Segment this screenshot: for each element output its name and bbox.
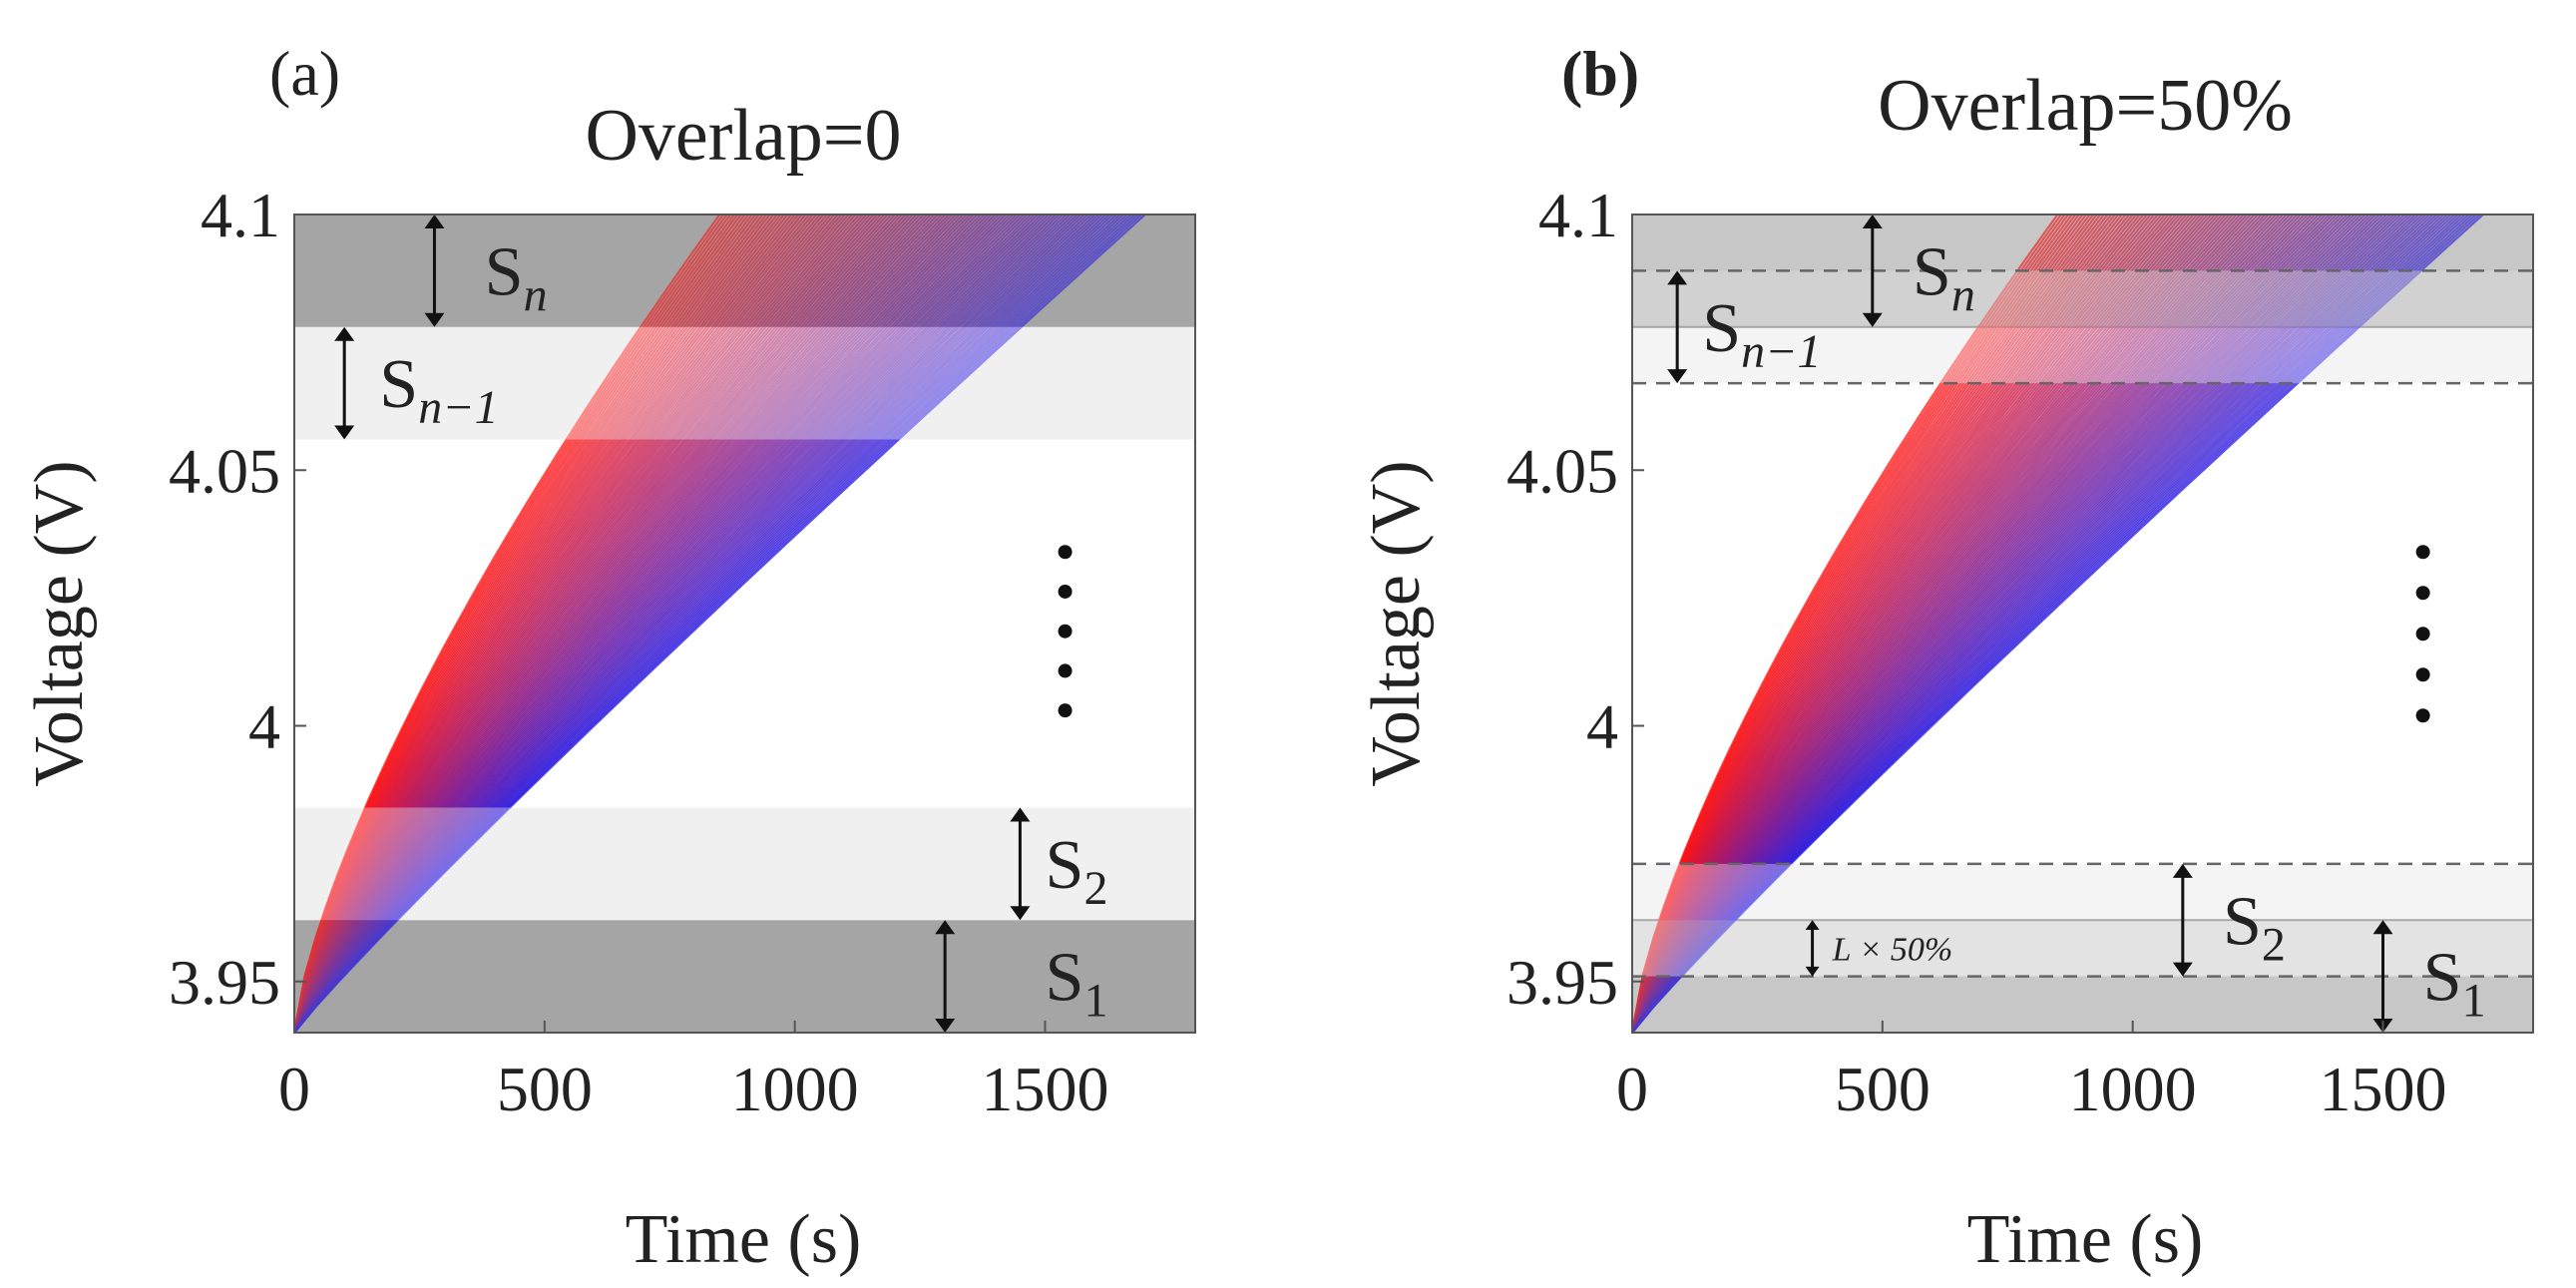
band-label-s2-b: S2: [2223, 883, 2286, 971]
band-arrow-sn-b: [1862, 215, 1883, 327]
x-tick-label-a: 1500: [982, 1054, 1109, 1124]
ellipsis-dot-a: [1058, 584, 1073, 599]
band-label-sn-1-a: Sn−1: [379, 346, 498, 434]
ellipsis-dot-b: [2415, 586, 2430, 601]
band-label-s2-a: S2: [1046, 827, 1108, 915]
band-label-sub-s1-a: 1: [1083, 975, 1107, 1028]
band-label-s1-a: S1: [1046, 940, 1108, 1028]
y-axis-label-b: Voltage (V): [1358, 460, 1435, 786]
band-label-s1-b: S1: [2423, 940, 2486, 1028]
band-overlay-sn-1-b: [1632, 270, 2533, 384]
band-label-sub-s1-b: 1: [2462, 975, 2486, 1028]
curves-b: [1632, 215, 2533, 1033]
band-overlay-sn-1-a: [294, 326, 1195, 440]
panel-b: (b) Overlap=50% Voltage (V) Time (s) S1S…: [1358, 38, 2534, 1278]
ellipsis-dot-a: [1058, 703, 1073, 718]
band-arrow-sn-1-b: [1667, 270, 1688, 384]
band-label-main-sn-1-b: S: [1702, 290, 1741, 367]
band-s1-a: [294, 920, 1195, 1033]
band-label-main-s2-b: S: [2223, 883, 2262, 960]
y-tick-label-b: 4.1: [1538, 180, 1618, 250]
y-axis-label-a: Voltage (V): [21, 460, 98, 786]
overlap-label-b: L × 50%: [1832, 931, 1953, 968]
plot-frame-b: [1631, 214, 2534, 1034]
band-label-main-sn-a: S: [485, 233, 524, 310]
y-tick-label-a: 4: [248, 691, 280, 762]
ellipsis-dot-b: [2415, 627, 2430, 642]
chart-title-a: Overlap=0: [585, 95, 901, 177]
band-label-sn-b: Sn: [1913, 233, 1975, 321]
band-overlay-sn-a: [294, 215, 1195, 327]
band-arrow-s2-a: [1010, 807, 1031, 921]
band-label-sub-sn-a: n: [524, 268, 548, 321]
band-label-sub-s2-a: 2: [1083, 862, 1107, 915]
y-tick-label-b: 4: [1586, 691, 1618, 762]
band-overlay-sn-b: [1632, 215, 2533, 327]
x-tick-label-a: 0: [278, 1054, 310, 1124]
band-label-main-s1-b: S: [2423, 940, 2462, 1017]
band-arrow-s2-b: [2172, 863, 2193, 977]
ellipsis-dot-b: [2415, 545, 2430, 560]
y-tick-label-a: 4.05: [169, 435, 280, 506]
x-tick-label-a: 500: [497, 1054, 593, 1124]
band-label-main-sn-b: S: [1913, 233, 1951, 310]
x-axis-label-a: Time (s): [626, 1201, 862, 1278]
band-overlay-s2-b: [1632, 863, 2533, 977]
voltage-curve-a: [294, 215, 1146, 1033]
x-tick-label-b: 500: [1835, 1054, 1931, 1124]
y-tick-label-b: 4.05: [1506, 435, 1618, 506]
panel-label-a: (a): [269, 38, 340, 109]
chart-title-b: Overlap=50%: [1878, 65, 2293, 147]
band-label-sn-1-b: Sn−1: [1702, 290, 1821, 378]
band-label-sub-sn-1-a: n−1: [418, 381, 498, 434]
curves-a: [294, 215, 1195, 1033]
band-label-sub-s2-b: 2: [2262, 918, 2286, 971]
voltage-curve-b: [1632, 215, 2484, 1033]
y-tick-label-b: 3.95: [1506, 947, 1618, 1018]
overlap-arrow-b: [1805, 920, 1820, 977]
ellipsis-dot-b: [2415, 708, 2430, 723]
band-label-main-sn-1-a: S: [379, 346, 418, 423]
y-tick-label-a: 4.1: [201, 180, 280, 250]
x-tick-label-a: 1000: [731, 1054, 859, 1124]
plot-frame-a: [293, 214, 1196, 1034]
ellipsis-dot-a: [1058, 545, 1073, 560]
ellipsis-dot-a: [1058, 624, 1073, 639]
x-tick-label-b: 0: [1616, 1054, 1648, 1124]
band-label-main-s1-a: S: [1046, 940, 1084, 1017]
ellipsis-dot-a: [1058, 663, 1073, 678]
x-tick-label-b: 1000: [2069, 1054, 2197, 1124]
y-ticks-b: 3.95 4 4.05 4.1: [1506, 180, 1644, 1018]
band-overlay-s1-a: [294, 920, 1195, 1033]
x-ticks-b: 0 500 1000 1500: [1616, 1021, 2447, 1124]
band-arrow-s1-a: [935, 920, 956, 1033]
band-label-sn-a: Sn: [485, 233, 548, 321]
band-label-sub-sn-1-b: n−1: [1741, 325, 1821, 378]
y-ticks-a: 3.95 4 4.05 4.1: [169, 180, 306, 1018]
x-tick-label-b: 1500: [2320, 1054, 2447, 1124]
x-ticks-a: 0 500 1000 1500: [278, 1021, 1109, 1124]
band-arrow-sn-1-a: [334, 326, 355, 440]
panel-a: (a) Overlap=0 Voltage (V) Time (s) S1S2S…: [21, 38, 1196, 1278]
band-overlay-s2-a: [294, 807, 1195, 921]
ellipsis-dot-b: [2415, 667, 2430, 682]
panel-label-b: (b): [1561, 38, 1639, 109]
band-label-sub-sn-b: n: [1951, 268, 1975, 321]
x-axis-label-b: Time (s): [1967, 1201, 2204, 1278]
y-tick-label-a: 3.95: [169, 947, 280, 1018]
band-arrow-sn-a: [424, 215, 445, 327]
band-label-main-s2-a: S: [1046, 827, 1084, 904]
